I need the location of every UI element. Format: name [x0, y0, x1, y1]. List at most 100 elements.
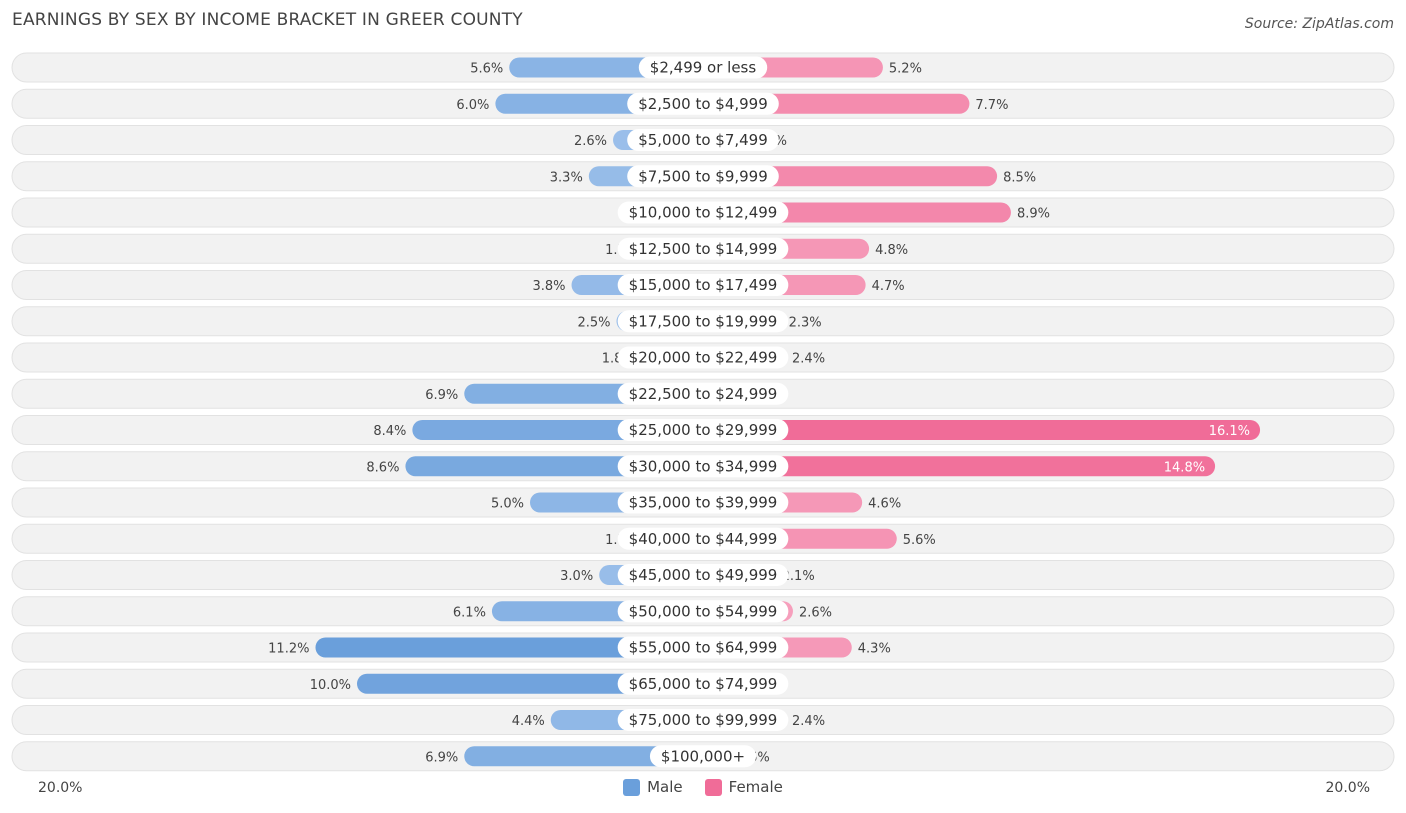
- axis-left-label: 20.0%: [38, 780, 83, 796]
- category-label: $45,000 to $49,999: [617, 564, 789, 586]
- category-label-text: $2,499 or less: [650, 59, 757, 77]
- category-label-text: $2,500 to $4,999: [638, 95, 768, 113]
- category-label-pill: [627, 92, 779, 115]
- category-label: $10,000 to $12,499: [617, 201, 789, 224]
- category-label: $20,000 to $22,499: [617, 346, 789, 369]
- category-label: $40,000 to $44,999: [617, 527, 789, 550]
- female-value-label: 4.6%: [868, 497, 901, 512]
- female-value-label: 14.8%: [1164, 460, 1205, 475]
- category-label-pill: [617, 455, 789, 478]
- source-label: Source: ZipAtlas.com: [1244, 16, 1394, 32]
- category-label-text: $35,000 to $39,999: [629, 494, 778, 512]
- male-value-label: 6.9%: [425, 750, 458, 765]
- female-value-label: 16.1%: [1209, 424, 1250, 439]
- category-label-pill: [617, 310, 789, 333]
- category-label-text: $10,000 to $12,499: [629, 204, 778, 222]
- category-label: $55,000 to $64,999: [617, 636, 789, 659]
- category-label: $5,000 to $7,499: [627, 129, 779, 151]
- axis-right-label: 20.0%: [1325, 780, 1370, 796]
- female-value-label: 8.9%: [1017, 207, 1050, 222]
- category-label-pill: [617, 201, 789, 224]
- category-label-text: $65,000 to $74,999: [629, 675, 778, 693]
- category-label-text: $30,000 to $34,999: [629, 457, 778, 475]
- category-label: $25,000 to $29,999: [617, 419, 789, 441]
- category-label: $100,000+: [649, 745, 757, 768]
- category-label-text: $7,500 to $9,999: [638, 167, 768, 185]
- male-value-label: 2.5%: [577, 315, 610, 330]
- male-value-label: 10.0%: [310, 678, 351, 693]
- category-label-pill: [638, 56, 768, 79]
- male-bar[interactable]: [357, 673, 703, 694]
- female-value-label: 4.8%: [875, 243, 908, 258]
- male-value-label: 3.0%: [560, 569, 593, 584]
- legend-male-label: Male: [647, 778, 683, 796]
- male-value-label: 3.8%: [532, 279, 565, 294]
- female-value-label: 5.6%: [903, 533, 936, 548]
- male-value-label: 11.2%: [268, 642, 309, 657]
- category-label-text: $22,500 to $24,999: [629, 385, 778, 403]
- category-label-pill: [617, 672, 789, 695]
- category-label: $2,499 or less: [638, 56, 768, 79]
- category-label-pill: [627, 129, 779, 151]
- category-label-text: $5,000 to $7,499: [638, 131, 768, 149]
- male-value-label: 3.3%: [550, 170, 583, 185]
- category-label-text: $15,000 to $17,499: [629, 276, 778, 294]
- female-value-label: 2.6%: [799, 605, 832, 620]
- male-value-label: 6.0%: [456, 98, 489, 113]
- category-label: $75,000 to $99,999: [617, 709, 789, 731]
- category-label-pill: [617, 600, 789, 623]
- category-label-pill: [617, 274, 789, 296]
- male-value-label: 8.4%: [373, 424, 406, 439]
- legend-item-male[interactable]: Male: [623, 778, 683, 796]
- category-label-pill: [617, 636, 789, 659]
- category-label: $12,500 to $14,999: [617, 237, 789, 260]
- category-label: $30,000 to $34,999: [617, 455, 789, 478]
- female-value-label: 2.3%: [789, 315, 822, 330]
- category-label: $65,000 to $74,999: [617, 672, 789, 695]
- male-value-label: 5.0%: [491, 497, 524, 512]
- category-label: $7,500 to $9,999: [627, 165, 779, 188]
- category-label-text: $100,000+: [661, 747, 745, 765]
- category-label-pill: [627, 165, 779, 188]
- category-label-pill: [617, 346, 789, 369]
- female-swatch: [704, 778, 722, 796]
- female-value-label: 4.7%: [872, 279, 905, 294]
- female-value-label: 2.4%: [792, 714, 825, 729]
- male-value-label: 4.4%: [512, 714, 545, 729]
- category-label-pill: [649, 745, 757, 768]
- male-value-label: 2.6%: [574, 134, 607, 149]
- category-label-pill: [617, 491, 789, 514]
- category-label-pill: [617, 709, 789, 731]
- legend-item-female[interactable]: Female: [704, 778, 783, 796]
- female-value-label: 4.3%: [858, 642, 891, 657]
- category-label-text: $12,500 to $14,999: [629, 240, 778, 258]
- female-bar[interactable]: [703, 420, 1261, 440]
- legend-female-label: Female: [728, 778, 783, 796]
- male-value-label: 8.6%: [366, 460, 399, 475]
- male-bar[interactable]: [315, 637, 703, 658]
- male-bar[interactable]: [464, 746, 703, 767]
- category-label: $15,000 to $17,499: [617, 274, 789, 296]
- male-value-label: 6.1%: [453, 605, 486, 620]
- category-label-pill: [617, 237, 789, 260]
- category-label: $50,000 to $54,999: [617, 600, 789, 623]
- legend: Male Female: [0, 778, 1406, 796]
- category-label: $22,500 to $24,999: [617, 382, 789, 405]
- category-label-text: $17,500 to $19,999: [629, 312, 778, 330]
- category-label-text: $75,000 to $99,999: [629, 711, 778, 729]
- category-label-text: $45,000 to $49,999: [629, 566, 778, 584]
- male-value-label: 6.9%: [425, 388, 458, 403]
- female-value-label: 7.7%: [975, 98, 1008, 113]
- category-label: $17,500 to $19,999: [617, 310, 789, 333]
- male-value-label: 5.6%: [470, 62, 503, 77]
- female-value-label: 8.5%: [1003, 170, 1036, 185]
- female-bar[interactable]: [703, 456, 1216, 477]
- category-label-pill: [617, 382, 789, 405]
- category-label: $35,000 to $39,999: [617, 491, 789, 514]
- female-value-label: 2.4%: [792, 352, 825, 367]
- category-label-pill: [617, 527, 789, 550]
- category-label-text: $25,000 to $29,999: [629, 421, 778, 439]
- female-value-label: 2.1%: [782, 569, 815, 584]
- category-label-text: $20,000 to $22,499: [629, 349, 778, 367]
